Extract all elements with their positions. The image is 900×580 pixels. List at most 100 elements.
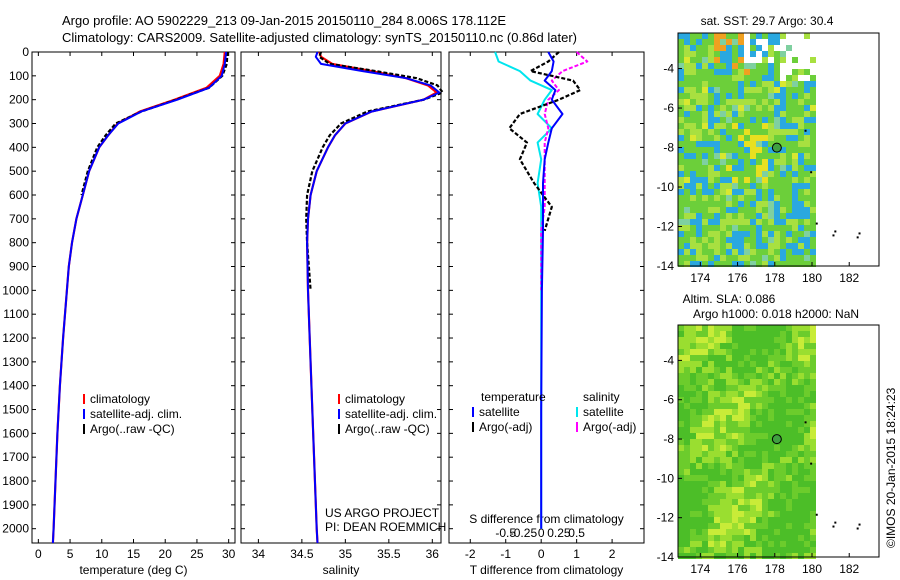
map-cell — [792, 177, 798, 183]
map-cell — [810, 87, 816, 93]
map-cell — [762, 349, 768, 355]
map-cell — [762, 421, 768, 427]
map-cell — [750, 243, 756, 249]
map-cell — [792, 361, 798, 367]
map-cell — [804, 499, 810, 505]
map-cell — [708, 421, 714, 427]
map-cell — [762, 57, 768, 63]
map-cell — [738, 39, 744, 45]
map-cell — [774, 475, 780, 481]
map-cell — [780, 505, 786, 511]
map-cell — [750, 69, 756, 75]
map-cell — [786, 379, 792, 385]
map-cell — [696, 547, 702, 553]
map-cell — [720, 481, 726, 487]
map-cell — [768, 243, 774, 249]
map-cell — [696, 207, 702, 213]
map-cell — [762, 147, 768, 153]
map-cell — [684, 523, 690, 529]
map-cell — [810, 535, 816, 541]
map-cell — [792, 349, 798, 355]
map-cell — [714, 51, 720, 57]
map-cell — [780, 189, 786, 195]
map-cell — [720, 93, 726, 99]
map-cell — [804, 445, 810, 451]
map-cell — [756, 153, 762, 159]
map-cell — [762, 243, 768, 249]
map-cell — [810, 421, 816, 427]
y-tick-label: 600 — [9, 188, 29, 202]
map-cell — [738, 189, 744, 195]
map-cell — [768, 165, 774, 171]
map-cell — [684, 511, 690, 517]
map-cell — [774, 57, 780, 63]
map-cell — [684, 201, 690, 207]
map-cell — [732, 69, 738, 75]
map-cell — [792, 463, 798, 469]
map-cell — [798, 87, 804, 93]
map-cell — [702, 463, 708, 469]
map-cell — [732, 343, 738, 349]
map-cell — [804, 469, 810, 475]
map-cell — [768, 123, 774, 129]
map-cell — [774, 421, 780, 427]
map-cell — [690, 219, 696, 225]
map-cell — [720, 511, 726, 517]
map-cell — [690, 159, 696, 165]
map-cell — [744, 475, 750, 481]
map-cell — [702, 63, 708, 69]
legend-label: climatology — [345, 392, 405, 406]
map-cell — [696, 409, 702, 415]
map-cell — [750, 415, 756, 421]
map-cell — [780, 457, 786, 463]
map-cell — [708, 177, 714, 183]
map-cell — [780, 231, 786, 237]
map-cell — [738, 439, 744, 445]
map-cell — [804, 111, 810, 117]
map-cell — [798, 391, 804, 397]
map-cell — [738, 225, 744, 231]
map-cell — [810, 451, 816, 457]
map-cell — [708, 69, 714, 75]
map-cell — [708, 159, 714, 165]
s-tick-label: -0.5 — [495, 526, 516, 540]
map-cell — [786, 499, 792, 505]
map-cell — [792, 433, 798, 439]
map-cell — [768, 33, 774, 39]
map-cell — [786, 391, 792, 397]
map-cell — [732, 421, 738, 427]
map-cell — [804, 337, 810, 343]
map-cell — [726, 523, 732, 529]
map-cell — [696, 427, 702, 433]
map-cell — [678, 39, 684, 45]
map-cell — [810, 379, 816, 385]
map-cell — [702, 415, 708, 421]
map-cell — [780, 141, 786, 147]
map-cell — [744, 219, 750, 225]
map-cell — [720, 51, 726, 57]
map-cell — [786, 75, 792, 81]
map-cell — [678, 463, 684, 469]
map-cell — [768, 541, 774, 547]
map-cell — [762, 439, 768, 445]
map-cell — [750, 183, 756, 189]
map-cell — [696, 337, 702, 343]
map-cell — [804, 231, 810, 237]
map-cell — [798, 499, 804, 505]
map-cell — [708, 529, 714, 535]
map-cell — [738, 373, 744, 379]
map-cell — [792, 255, 798, 261]
map-cell — [702, 343, 708, 349]
map-cell — [756, 231, 762, 237]
map-cell — [726, 457, 732, 463]
map-cell — [780, 117, 786, 123]
island-mark — [858, 232, 861, 235]
map-cell — [738, 51, 744, 57]
map-cell — [690, 189, 696, 195]
map-cell — [738, 331, 744, 337]
map-cell — [798, 147, 804, 153]
map-cell — [762, 415, 768, 421]
map-cell — [696, 445, 702, 451]
map-cell — [804, 201, 810, 207]
map-cell — [774, 219, 780, 225]
